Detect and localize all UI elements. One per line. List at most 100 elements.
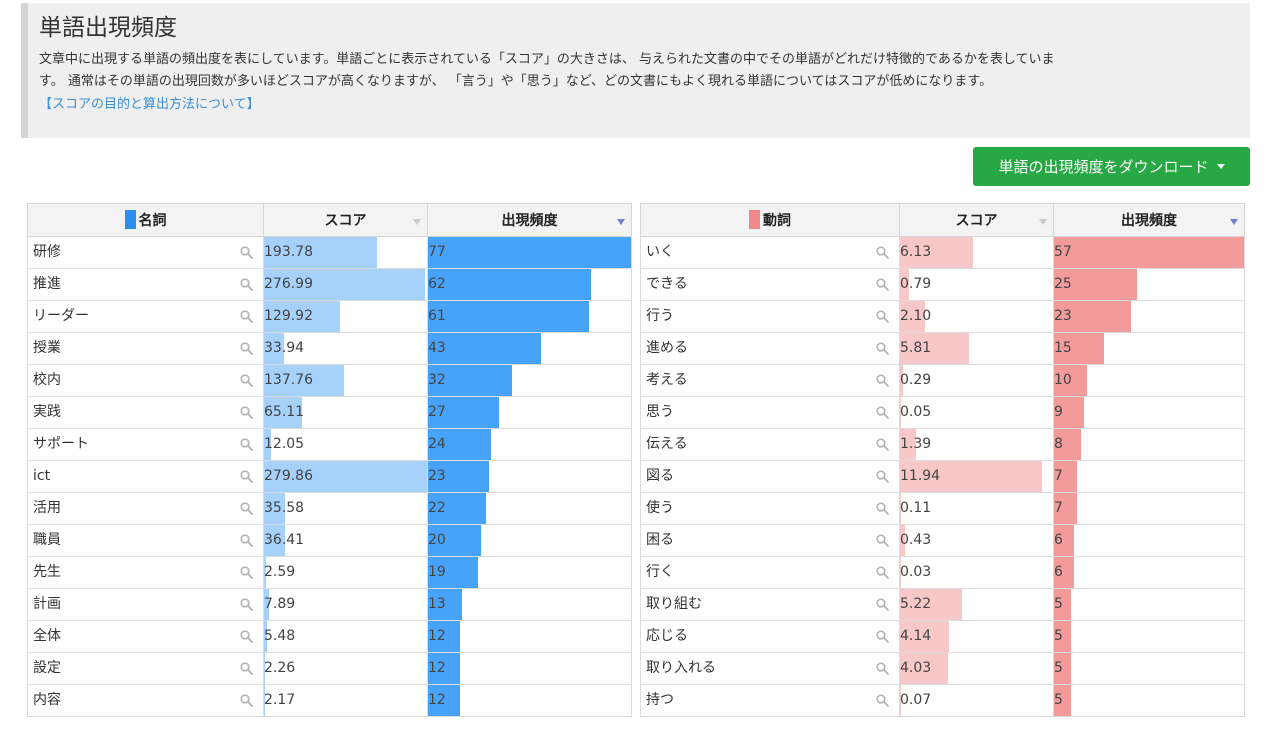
frequency-value: 12: [428, 628, 446, 644]
frequency-value: 5: [1054, 628, 1063, 644]
sort-triangle-icon: [617, 219, 625, 225]
score-value: 0.11: [900, 500, 932, 516]
verb-frequency-table: 動詞 スコア 出現頻度 いく 6.13 57 できる 0.79 25 行う 2.10 23 進める…: [640, 203, 1245, 717]
search-icon[interactable]: [240, 374, 253, 387]
search-icon[interactable]: [240, 406, 253, 419]
word-cell: 考える: [640, 364, 900, 397]
word-cell: リーダー: [27, 300, 264, 333]
search-icon[interactable]: [876, 694, 889, 707]
search-icon[interactable]: [240, 662, 253, 675]
word-label: 活用: [33, 500, 61, 516]
noun-freq-header[interactable]: 出現頻度: [427, 203, 632, 237]
score-value: 0.05: [900, 404, 932, 420]
score-value: 6.13: [900, 244, 932, 260]
search-icon[interactable]: [240, 246, 253, 259]
frequency-value: 20: [428, 532, 446, 548]
search-icon[interactable]: [876, 406, 889, 419]
verb-score-header[interactable]: スコア: [899, 203, 1054, 237]
noun-score-header[interactable]: スコア: [263, 203, 428, 237]
frequency-bar: [1054, 237, 1244, 268]
search-icon[interactable]: [240, 534, 253, 547]
word-label: 推進: [33, 276, 61, 292]
search-icon[interactable]: [240, 630, 253, 643]
score-cell: 0.05: [899, 396, 1054, 429]
search-icon[interactable]: [876, 502, 889, 515]
frequency-bar: [1054, 589, 1071, 620]
search-icon[interactable]: [240, 438, 253, 451]
search-icon[interactable]: [876, 662, 889, 675]
frequency-cell: 15: [1053, 332, 1245, 365]
score-cell: 5.81: [899, 332, 1054, 365]
score-help-link[interactable]: 【スコアの目的と算出方法について】: [39, 97, 260, 112]
score-cell: 35.58: [263, 492, 428, 525]
sort-triangle-icon: [1039, 219, 1047, 225]
frequency-cell: 23: [1053, 300, 1245, 333]
table-row: 使う 0.11 7: [640, 492, 1245, 525]
word-label: 授業: [33, 340, 61, 356]
frequency-value: 12: [428, 692, 446, 708]
score-cell: 0.11: [899, 492, 1054, 525]
verb-freq-header[interactable]: 出現頻度: [1053, 203, 1245, 237]
word-cell: 持つ: [640, 684, 900, 717]
score-cell: 0.43: [899, 524, 1054, 557]
score-bar: [900, 525, 905, 556]
word-cell: ict: [27, 460, 264, 493]
table-row: 図る 11.94 7: [640, 460, 1245, 493]
search-icon[interactable]: [240, 342, 253, 355]
frequency-value: 23: [1054, 308, 1072, 324]
table-row: 内容 2.17 12: [27, 684, 632, 717]
search-icon[interactable]: [876, 438, 889, 451]
search-icon[interactable]: [876, 310, 889, 323]
search-icon[interactable]: [240, 470, 253, 483]
frequency-bar: [428, 557, 478, 588]
table-row: 取り組む 5.22 5: [640, 588, 1245, 621]
search-icon[interactable]: [240, 694, 253, 707]
search-icon[interactable]: [876, 278, 889, 291]
search-icon[interactable]: [876, 630, 889, 643]
search-icon[interactable]: [876, 534, 889, 547]
search-icon[interactable]: [240, 502, 253, 515]
frequency-cell: 12: [427, 652, 632, 685]
search-icon[interactable]: [240, 278, 253, 291]
score-cell: 7.89: [263, 588, 428, 621]
frequency-bar: [428, 301, 589, 332]
word-cell: サポート: [27, 428, 264, 461]
word-label: 使う: [646, 500, 674, 516]
word-label: 応じる: [646, 628, 688, 644]
search-icon[interactable]: [876, 598, 889, 611]
frequency-cell: 77: [427, 236, 632, 269]
frequency-bar: [428, 493, 486, 524]
score-bar: [264, 653, 265, 684]
frequency-cell: 43: [427, 332, 632, 365]
score-cell: 0.07: [899, 684, 1054, 717]
noun-word-header[interactable]: 名詞: [27, 203, 264, 237]
verb-word-header[interactable]: 動詞: [640, 203, 900, 237]
search-icon[interactable]: [240, 598, 253, 611]
frequency-value: 12: [428, 660, 446, 676]
search-icon[interactable]: [876, 470, 889, 483]
word-label: 考える: [646, 372, 688, 388]
frequency-value: 6: [1054, 532, 1063, 548]
table-row: サポート 12.05 24: [27, 428, 632, 461]
search-icon[interactable]: [876, 566, 889, 579]
score-cell: 279.86: [263, 460, 428, 493]
word-cell: 計画: [27, 588, 264, 621]
score-value: 36.41: [264, 532, 305, 548]
search-icon[interactable]: [876, 342, 889, 355]
search-icon[interactable]: [240, 310, 253, 323]
noun-header-label: 名詞: [138, 213, 167, 229]
search-icon[interactable]: [876, 374, 889, 387]
score-bar: [900, 365, 903, 396]
search-icon[interactable]: [240, 566, 253, 579]
score-cell: 11.94: [899, 460, 1054, 493]
word-cell: 内容: [27, 684, 264, 717]
download-frequency-button[interactable]: 単語の出現頻度をダウンロード: [973, 147, 1250, 186]
score-cell: 2.17: [263, 684, 428, 717]
frequency-bar: [428, 397, 499, 428]
score-bar: [900, 461, 1042, 492]
download-button-label: 単語の出現頻度をダウンロード: [998, 158, 1209, 176]
frequency-value: 5: [1054, 692, 1063, 708]
info-panel: 単語出現頻度 文章中に出現する単語の頻出度を表にしています。単語ごとに表示されて…: [21, 3, 1250, 138]
noun-color-swatch: [124, 210, 136, 229]
search-icon[interactable]: [876, 246, 889, 259]
